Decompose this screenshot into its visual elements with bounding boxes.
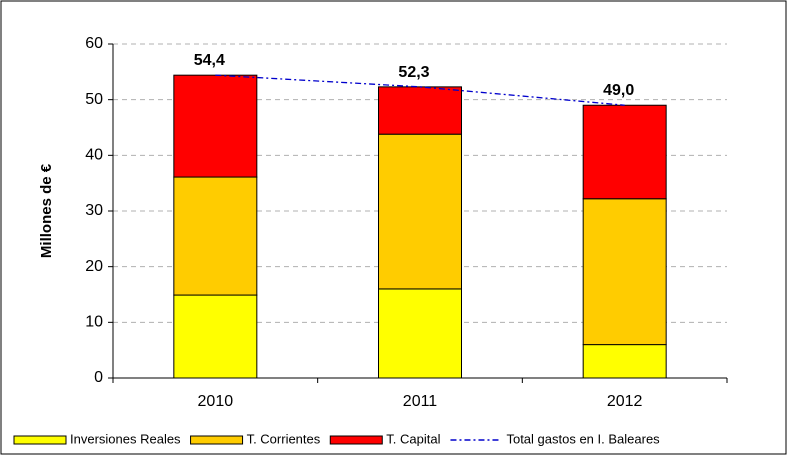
y-tick-label: 30 — [85, 202, 103, 219]
legend-swatch — [190, 435, 244, 445]
legend-label: T. Capital — [386, 431, 440, 446]
bar-segment — [173, 294, 258, 379]
bar-segment — [378, 133, 462, 290]
bar-segment — [582, 104, 667, 200]
legend-label: T. Corrientes — [247, 431, 321, 446]
y-tick-label: 10 — [85, 314, 103, 331]
bar-segment — [582, 344, 667, 379]
x-tick-label: 2011 — [403, 393, 438, 410]
y-tick-label: 60 — [85, 35, 103, 52]
x-tick-label: 2010 — [198, 393, 234, 410]
total-line — [215, 74, 625, 106]
y-tick-label: 40 — [85, 147, 103, 164]
data-label: 52,3 — [398, 64, 429, 81]
y-tick-label: 20 — [85, 258, 103, 275]
legend-label: Inversiones Reales — [70, 431, 181, 446]
data-label: 54,4 — [194, 52, 225, 69]
bar-segment — [173, 176, 258, 296]
y-axis-label: Millones de € — [38, 163, 55, 258]
y-tick-label: 50 — [85, 91, 103, 108]
bar-segment — [378, 288, 462, 379]
legend-swatch — [329, 435, 383, 445]
legend-swatch — [13, 435, 67, 445]
data-label: 49,0 — [603, 82, 634, 99]
legend-label: Total gastos en I. Baleares — [506, 431, 660, 446]
bar-segment — [173, 74, 258, 178]
x-tick-label: 2012 — [607, 393, 643, 410]
bar-segment — [582, 198, 667, 346]
y-tick-label: 0 — [94, 369, 103, 386]
bar-segment — [378, 86, 462, 135]
